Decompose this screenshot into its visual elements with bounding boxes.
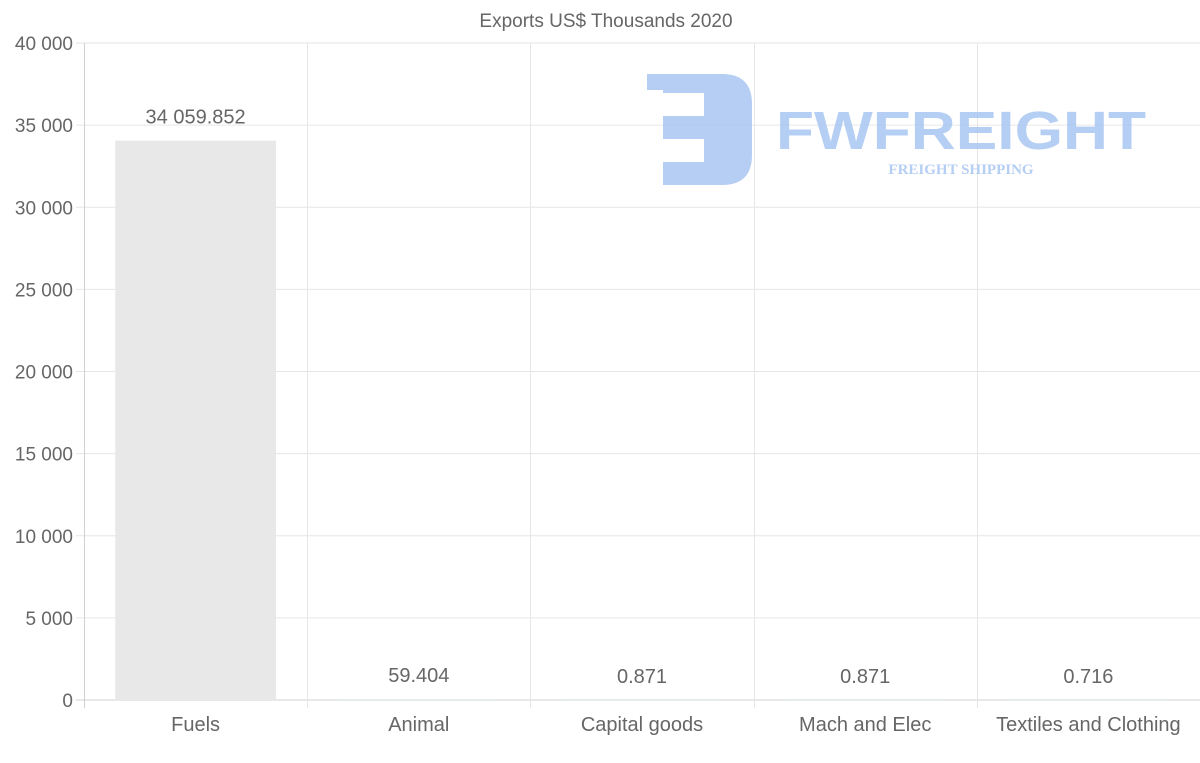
x-tick-label: Textiles and Clothing: [996, 714, 1181, 736]
y-tick-label: 40 000: [15, 34, 73, 55]
data-label: 0.871: [617, 666, 667, 688]
bar-textiles-and-clothing: [1008, 699, 1169, 701]
bars: [115, 140, 1169, 701]
x-tick-label: Capital goods: [581, 714, 703, 736]
x-tick-label: Animal: [388, 714, 449, 736]
bar-animal: [338, 699, 500, 701]
bar-mach-and-elec: [784, 699, 946, 701]
y-tick-label: 20 000: [15, 363, 73, 384]
bar-fuels: [115, 140, 276, 701]
y-tick-label: 5 000: [25, 609, 73, 630]
watermark-tagline: FREIGHT SHIPPING: [888, 162, 1033, 178]
y-tick-label: 0: [62, 691, 73, 712]
data-label: 0.716: [1063, 666, 1113, 688]
chart-title: Exports US$ Thousands 2020: [479, 11, 732, 32]
x-tick-label: Fuels: [171, 714, 220, 736]
logo-mark-icon: [647, 74, 752, 185]
x-axis: Fuels Animal Capital goods Mach and Elec Tex…: [171, 714, 1181, 736]
y-axis: 0 5 000 10 000 15 000 20 000 25 000 30 000 35 0…: [15, 34, 73, 712]
data-label: 59.404: [388, 665, 449, 687]
data-label: 34 059.852: [146, 107, 246, 129]
data-label: 0.871: [840, 666, 890, 688]
watermark-logo: FWFREIGHT FREIGHT SHIPPING: [647, 74, 1146, 185]
y-tick-label: 30 000: [15, 198, 73, 219]
y-tick-label: 15 000: [15, 445, 73, 466]
data-labels: 34 059.852 59.404 0.871 0.871 0.716: [146, 107, 1114, 688]
y-tick-label: 35 000: [15, 116, 73, 137]
bar-capital-goods: [561, 699, 723, 701]
y-tick-label: 25 000: [15, 280, 73, 301]
y-tick-label: 10 000: [15, 527, 73, 548]
x-tick-label: Mach and Elec: [799, 714, 931, 736]
watermark-brand: FWFREIGHT: [776, 101, 1146, 161]
